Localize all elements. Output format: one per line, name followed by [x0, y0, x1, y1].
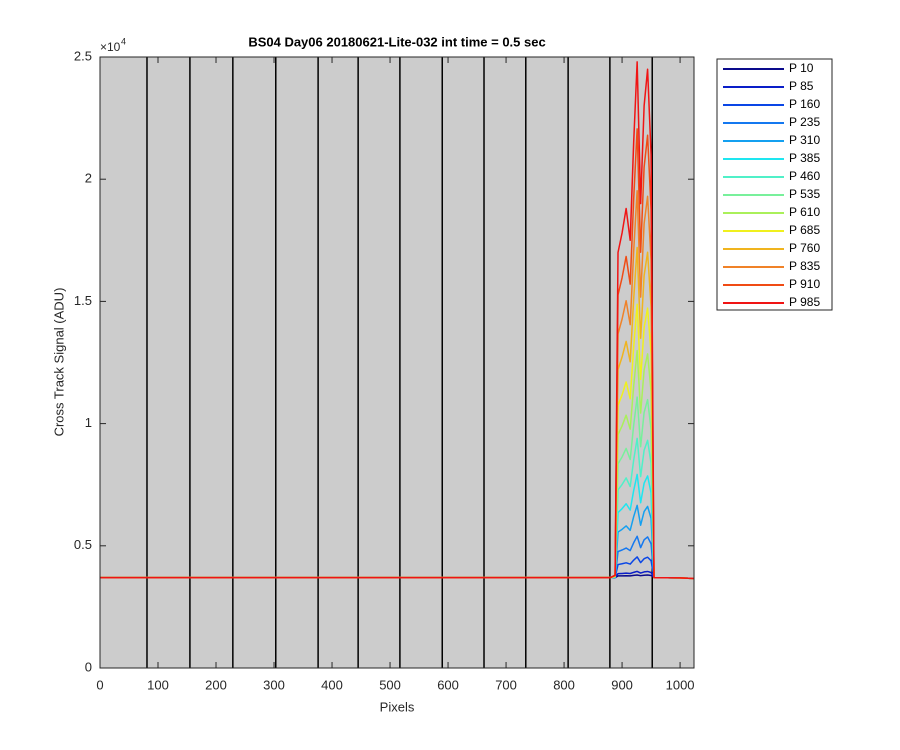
- y-axis-label: Cross Track Signal (ADU): [51, 288, 66, 437]
- chart-title: BS04 Day06 20180621-Lite-032 int time = …: [248, 34, 545, 49]
- legend-label: P 760: [789, 241, 820, 255]
- y-tick-label: 0: [85, 659, 92, 674]
- y-tick-label: 2.5: [74, 48, 92, 63]
- y-tick-label: 1: [85, 415, 92, 430]
- x-axis-label: Pixels: [380, 699, 415, 714]
- legend-label: P 310: [789, 133, 820, 147]
- y-tick-label: 1.5: [74, 293, 92, 308]
- legend-label: P 535: [789, 187, 820, 201]
- legend-label: P 385: [789, 151, 820, 165]
- legend-label: P 160: [789, 97, 820, 111]
- plot-area: [100, 57, 694, 668]
- x-tick-label: 500: [379, 677, 401, 692]
- x-tick-label: 0: [96, 677, 103, 692]
- legend-box: [716, 58, 833, 311]
- legend-label: P 835: [789, 259, 820, 273]
- x-tick-label: 200: [205, 677, 227, 692]
- legend-label: P 985: [789, 295, 820, 309]
- x-tick-label: 800: [553, 677, 575, 692]
- series-line: [100, 61, 694, 580]
- x-tick-label: 1000: [666, 677, 695, 692]
- x-tick-label: 100: [147, 677, 169, 692]
- legend-label: P 85: [789, 79, 814, 93]
- x-tick-label: 400: [321, 677, 343, 692]
- legend-label: P 910: [789, 277, 820, 291]
- y-multiplier-exponent: 4: [121, 36, 126, 46]
- x-tick-label: 300: [263, 677, 285, 692]
- data-layer: [100, 57, 694, 668]
- legend-label: P 235: [789, 115, 820, 129]
- x-tick-label: 600: [437, 677, 459, 692]
- legend-label: P 610: [789, 205, 820, 219]
- x-tick-label: 700: [495, 677, 517, 692]
- y-tick-label: 0.5: [74, 537, 92, 552]
- plot-border: [99, 56, 695, 669]
- legend-label: P 10: [789, 61, 814, 75]
- y-tick-label: 2: [85, 171, 92, 186]
- x-tick-label: 900: [611, 677, 633, 692]
- y-multiplier-base: ×10: [100, 40, 121, 54]
- legend-label: P 460: [789, 169, 820, 183]
- legend-label: P 685: [789, 223, 820, 237]
